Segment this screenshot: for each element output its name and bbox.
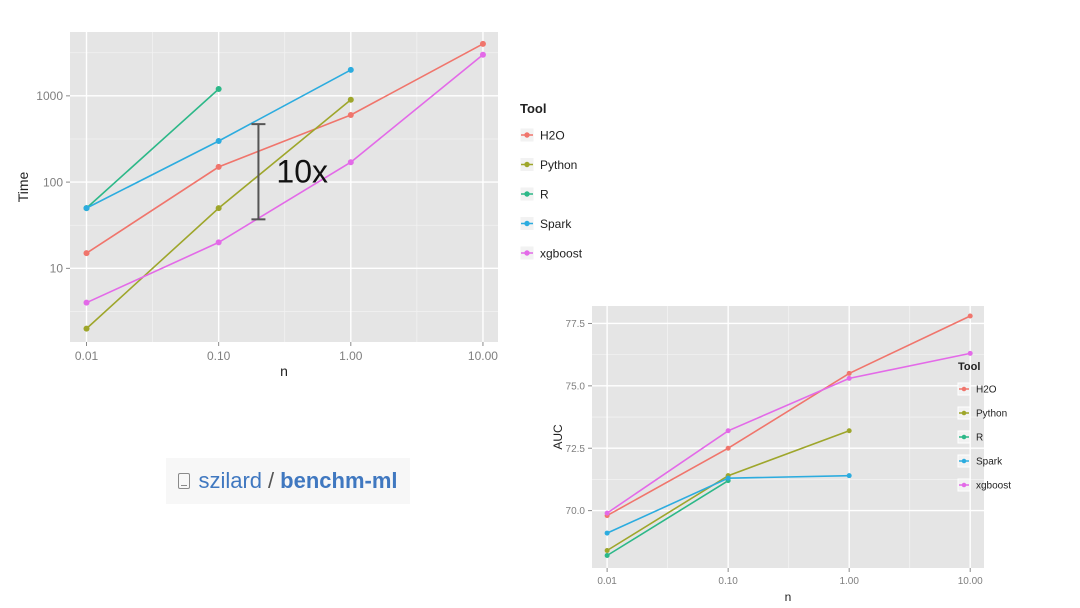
x-tick-label: 0.10 bbox=[718, 576, 738, 587]
x-tick-label: 0.01 bbox=[597, 576, 617, 587]
data-point-r bbox=[604, 553, 610, 559]
data-point-xgboost bbox=[967, 350, 973, 356]
plot-panel bbox=[70, 32, 498, 342]
legend-key-point bbox=[961, 458, 967, 464]
legend-key-point bbox=[524, 132, 530, 138]
y-tick-label: 77.5 bbox=[566, 319, 586, 330]
series-line-r bbox=[85, 88, 220, 209]
x-axis-title: n bbox=[785, 590, 792, 604]
data-point-python bbox=[215, 205, 222, 212]
x-tick-label: 0.01 bbox=[75, 349, 99, 363]
data-point-h2o bbox=[725, 445, 731, 451]
data-point-spark bbox=[347, 66, 354, 73]
y-tick-label: 1000 bbox=[36, 89, 63, 103]
x-tick-label: 10.00 bbox=[468, 349, 498, 363]
repo-owner-link[interactable]: szilard bbox=[198, 468, 263, 493]
data-point-xgboost bbox=[479, 51, 486, 58]
legend-key-point bbox=[961, 386, 967, 392]
data-point-python bbox=[347, 96, 354, 103]
repo-separator: / bbox=[268, 468, 275, 493]
data-point-h2o bbox=[347, 111, 354, 118]
repo-badge[interactable]: szilard / benchm-ml bbox=[166, 458, 410, 504]
time-chart: 10 100 1000 0.01 0.10 1.00 10.00 n Time Tool H2O Py… bbox=[15, 32, 583, 379]
data-point-h2o bbox=[846, 370, 852, 376]
y-tick-label: 10 bbox=[50, 262, 64, 276]
y-tick-label: 72.5 bbox=[566, 444, 586, 455]
legend-key-point bbox=[524, 191, 530, 197]
data-point-xgboost bbox=[846, 375, 852, 381]
x-tick-label: 1.00 bbox=[839, 576, 859, 587]
data-point-python bbox=[83, 325, 90, 332]
legend-key-point bbox=[961, 482, 967, 488]
legend-title: Tool bbox=[520, 101, 546, 116]
y-axis-title: Time bbox=[15, 171, 31, 202]
data-point-spark bbox=[83, 205, 90, 212]
data-point-h2o bbox=[215, 163, 222, 170]
legend-label-r: R bbox=[540, 187, 549, 201]
legend-label-python: Python bbox=[976, 409, 1007, 420]
legend-label-h2o: H2O bbox=[540, 128, 565, 142]
annotation-label: 10x bbox=[276, 154, 328, 190]
legend-title: Tool bbox=[958, 361, 980, 373]
data-point-xgboost bbox=[604, 510, 610, 516]
legend-label-xgboost: xgboost bbox=[540, 246, 583, 260]
auc-chart: 70.0 72.5 75.0 77.5 0.01 0.10 1.00 10.00 n AUC Too… bbox=[551, 306, 1011, 604]
legend-label-spark: Spark bbox=[540, 217, 572, 231]
legend-key-point bbox=[524, 220, 530, 227]
repo-name-link[interactable]: benchm-ml bbox=[280, 468, 398, 493]
legend-key-point bbox=[961, 434, 967, 440]
data-point-spark bbox=[846, 473, 852, 479]
legend-label-xgboost: xgboost bbox=[976, 481, 1011, 492]
series-line-r bbox=[606, 480, 729, 557]
data-point-spark bbox=[215, 137, 222, 144]
data-point-python bbox=[846, 428, 852, 434]
data-point-python bbox=[604, 548, 610, 554]
y-axis-title: AUC bbox=[551, 424, 565, 450]
data-point-spark bbox=[725, 475, 731, 481]
legend-label-python: Python bbox=[540, 158, 577, 172]
data-point-spark bbox=[604, 530, 610, 536]
legend-key-point bbox=[524, 161, 530, 168]
data-point-r bbox=[215, 86, 222, 93]
data-point-xgboost bbox=[215, 239, 222, 246]
data-point-h2o bbox=[479, 40, 486, 47]
data-point-h2o bbox=[967, 313, 973, 319]
legend-label-h2o: H2O bbox=[976, 385, 997, 396]
data-point-h2o bbox=[83, 250, 90, 257]
y-tick-label: 75.0 bbox=[566, 381, 586, 392]
legend-label-spark: Spark bbox=[976, 457, 1003, 468]
repo-book-icon bbox=[178, 473, 191, 489]
series-line-h2o bbox=[86, 43, 484, 254]
series-line-h2o bbox=[606, 315, 971, 517]
y-tick-label: 100 bbox=[43, 175, 63, 189]
data-point-xgboost bbox=[725, 428, 731, 434]
legend-key-point bbox=[961, 410, 967, 416]
legend-label-r: R bbox=[976, 433, 983, 444]
x-tick-label: 10.00 bbox=[958, 576, 983, 587]
y-tick-label: 70.0 bbox=[566, 506, 586, 517]
x-axis-title: n bbox=[280, 363, 288, 379]
series-line-xgboost bbox=[86, 54, 484, 304]
x-tick-label: 1.00 bbox=[339, 349, 363, 363]
data-point-xgboost bbox=[347, 159, 354, 166]
legend-key-point bbox=[524, 250, 530, 256]
data-point-xgboost bbox=[83, 299, 90, 306]
x-tick-label: 0.10 bbox=[207, 349, 231, 363]
series-line-xgboost bbox=[606, 352, 971, 514]
